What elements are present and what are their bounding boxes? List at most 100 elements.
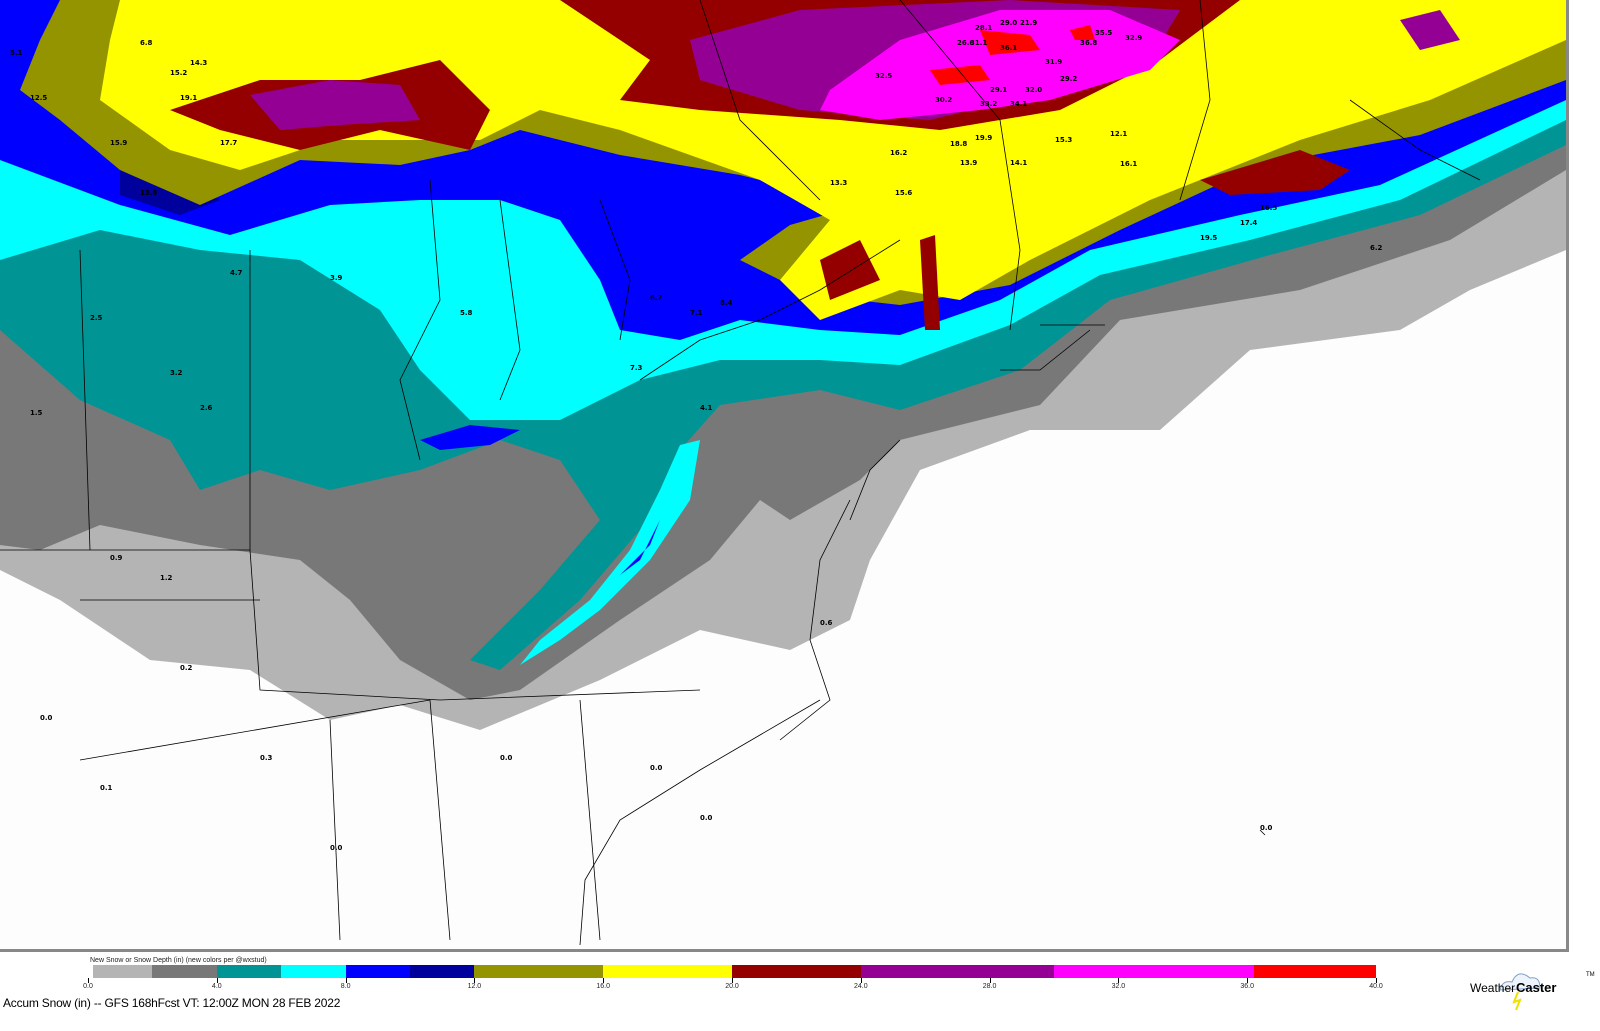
cloud-icon: Weather Caster TM [1470,972,1595,1011]
map-value-label: 31.1 [970,39,987,47]
legend-tick-mark [1376,978,1377,983]
legend-title: New Snow or Snow Depth (in) (new colors … [90,957,267,964]
map-value-label: 0.2 [180,664,193,672]
legend-swatch [410,965,475,978]
logo-text-caster: Caster [1516,980,1556,995]
map-value-label: 29.0 [1000,19,1017,27]
legend-tick-label: 20.0 [725,983,739,990]
boundary-line [1259,829,1266,836]
map-value-label: 1.2 [160,574,173,582]
map-value-label: 8.4 [720,299,733,307]
boundary-line [399,179,441,461]
map-value-label: 17.7 [220,139,237,147]
map-value-label: 14.1 [1010,159,1027,167]
map-value-label: 21.9 [1020,19,1037,27]
map-canvas: 21.9 28.1 29.0 26.631.1 36.1 35.5 36.8 32.9 32.5… [0,0,1566,946]
legend-tick-mark [732,978,733,983]
legend-tick-mark [474,978,476,983]
state-borders [0,0,1481,946]
map-value-label: 32.5 [875,72,892,80]
legend-tick-label: 36.0 [1240,983,1254,990]
legend-swatch [1253,965,1376,978]
boundary-line [429,699,451,941]
map-value-label: 2.6 [200,404,213,412]
map-value-label: 0.6 [820,619,833,627]
boundary-line [849,439,901,521]
boundary-line [899,0,1021,331]
map-value-label: 7.1 [690,309,703,317]
map-value-label: 6.2 [1370,244,1383,252]
legend-tick-mark [1118,978,1120,983]
map-value-label: 1.5 [30,409,43,417]
map-value-label: 33.2 [980,100,997,108]
legend-tick-label: 28.0 [982,983,997,990]
map-caption: Accum Snow (in) -- GFS 168hFcst VT: 12:0… [3,996,341,1010]
map-value-label: 2.5 [90,314,103,322]
boundary-line [79,699,431,761]
legend-swatch [860,965,1054,978]
map-value-label: 17.4 [1240,219,1257,227]
snow-band [1200,150,1350,195]
snow-band [520,440,700,665]
snow-bands [0,0,1566,730]
map-value-label: 30.2 [935,96,952,104]
map-value-label: 5.1 [10,49,23,57]
map-value-label: 19.5 [1200,234,1217,242]
map-value-label: 4.7 [230,269,243,277]
map-value-label: 32.0 [1025,86,1042,94]
legend-swatch [474,965,604,978]
map-value-label: 28.1 [975,24,992,32]
snow-band [1400,10,1460,50]
snow-band [420,425,520,450]
boundary-line [779,499,851,741]
map-value-label: 16.5 [1260,204,1277,212]
map-value-label: 3.9 [330,274,343,282]
map-value-label: 0.0 [500,754,513,762]
snow-band [820,240,880,300]
legend-swatch [345,965,410,978]
map-value-label: 36.8 [1080,39,1097,47]
map-value-label: 5.8 [460,309,473,317]
boundary-line [699,0,821,201]
snow-band [930,65,990,85]
boundary-line [329,719,341,941]
map-value-label: 0.0 [1260,824,1273,832]
logo-tm: TM [1586,972,1595,978]
map-value-label: 15.9 [110,139,127,147]
snow-band [920,235,940,330]
boundary-line [1349,99,1481,181]
legend-tick-label: 0.0 [83,983,93,990]
map-value-label: 13.8 [140,189,157,197]
snow-band [1070,25,1095,40]
map-value-label: 0.9 [110,554,123,562]
legend-tick-mark [603,978,605,983]
map-value-label: 16.2 [890,149,907,157]
snow-band [980,30,1040,55]
legend-tick-label: 4.0 [211,983,222,990]
map-value-label: 6.8 [140,39,153,47]
map-value-label: 18.8 [950,140,967,148]
map-value-label: 12.5 [30,94,47,102]
map-value-label: 16.1 [1120,160,1137,168]
boundary-line [1179,0,1211,201]
legend-swatch [216,965,282,978]
map-value-label: 14.3 [190,59,207,67]
legend-tick-label: 40.0 [1369,983,1383,990]
legend-swatch [603,965,732,978]
legend-tick-mark [989,978,991,983]
legend-swatch [732,965,861,978]
map-value-label: 6.7 [650,294,663,302]
snowfall-map: 21.9 28.1 29.0 26.6 31.1 36.1 35.5 36.8 32.9 32.5… [0,0,1569,952]
map-value-label: 29.2 [1060,75,1077,83]
map-value-label: 34.1 [1010,100,1027,108]
map-value-label: 19.1 [180,94,197,102]
map-value-label: 32.9 [1125,34,1142,42]
boundary-line [499,199,521,401]
legend-tick-mark [1247,978,1249,983]
map-value-label: 7.3 [630,364,643,372]
legend-swatch [152,965,217,978]
map-value-label: 31.9 [1045,58,1062,66]
map-value-label: 29.1 [990,86,1007,94]
map-value-label: 0.0 [40,714,53,722]
legend-tick-mark [216,978,218,983]
